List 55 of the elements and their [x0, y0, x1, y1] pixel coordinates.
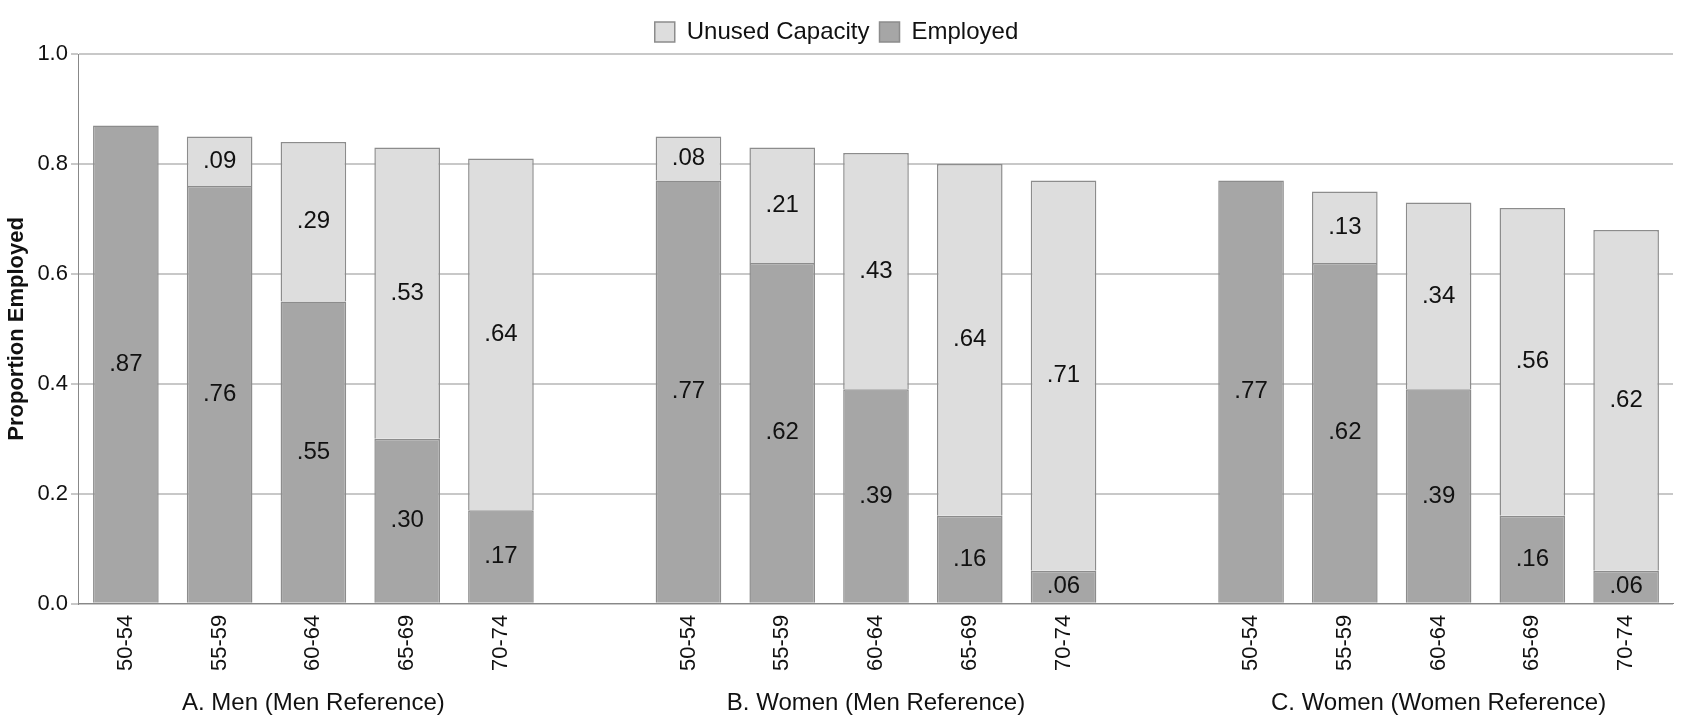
x-tick-label: 65-69 — [1518, 614, 1544, 672]
data-label: .16 — [1515, 543, 1550, 571]
y-axis-title: Proportion Employed — [3, 217, 29, 441]
data-label: .56 — [1515, 346, 1550, 374]
x-tick-label: 70-74 — [1049, 614, 1075, 672]
data-label: .87 — [109, 348, 143, 376]
data-label: .39 — [859, 480, 893, 508]
data-label: .62 — [1328, 417, 1362, 445]
data-label: .08 — [671, 143, 706, 171]
text: A. Men (Men Reference) — [182, 687, 445, 715]
data-label: .13 — [1328, 211, 1362, 239]
x-tick-label: 70-74 — [486, 614, 512, 672]
data-label: .55 — [296, 436, 331, 464]
legend-label: Employed — [911, 16, 1019, 44]
x-tick-label: 55-59 — [768, 614, 794, 672]
x-tick-label: 55-59 — [205, 614, 231, 672]
data-label: .39 — [1421, 480, 1456, 508]
data-label: .64 — [484, 318, 518, 346]
x-tick-label: 70-74 — [1612, 614, 1638, 672]
data-label: .43 — [859, 255, 893, 283]
x-tick-label: 50-54 — [674, 614, 700, 672]
data-label: .64 — [953, 324, 987, 352]
data-label: .17 — [484, 541, 518, 569]
data-label: .77 — [671, 376, 706, 404]
x-tick-label: 50-54 — [1237, 614, 1263, 672]
y-tick-label: 0.0 — [37, 589, 68, 615]
text: C. Women (Women Reference) — [1270, 687, 1607, 715]
data-label: .06 — [1609, 571, 1643, 599]
data-label: .71 — [1046, 360, 1081, 388]
data-label: .30 — [390, 505, 424, 533]
y-tick-label: 0.8 — [37, 150, 68, 176]
data-label: .62 — [765, 417, 799, 445]
data-label: .77 — [1234, 376, 1268, 404]
y-tick-label: 0.4 — [37, 369, 68, 395]
x-tick-label: 60-64 — [862, 614, 888, 672]
x-tick-label: 60-64 — [1424, 614, 1450, 672]
y-tick-label: 0.2 — [37, 479, 68, 505]
data-label: .62 — [1609, 384, 1643, 412]
x-tick-label: 65-69 — [393, 614, 419, 672]
data-label: .16 — [953, 543, 987, 571]
legend-label: Unused Capacity — [686, 16, 870, 44]
data-label: .09 — [202, 145, 237, 173]
x-tick-label: 50-54 — [111, 614, 137, 672]
text: B. Women (Men Reference) — [726, 687, 1026, 715]
x-tick-label: 60-64 — [299, 614, 325, 672]
x-tick-label: 55-59 — [1330, 614, 1356, 672]
data-label: .29 — [296, 206, 331, 234]
y-tick-label: 1.0 — [37, 40, 68, 66]
data-label: .06 — [1046, 571, 1081, 599]
data-label: .21 — [765, 189, 799, 217]
x-tick-label: 65-69 — [955, 614, 981, 672]
y-tick-label: 0.6 — [37, 259, 68, 285]
data-label: .53 — [390, 277, 424, 305]
data-label: .76 — [202, 378, 237, 406]
data-label: .34 — [1421, 280, 1456, 308]
